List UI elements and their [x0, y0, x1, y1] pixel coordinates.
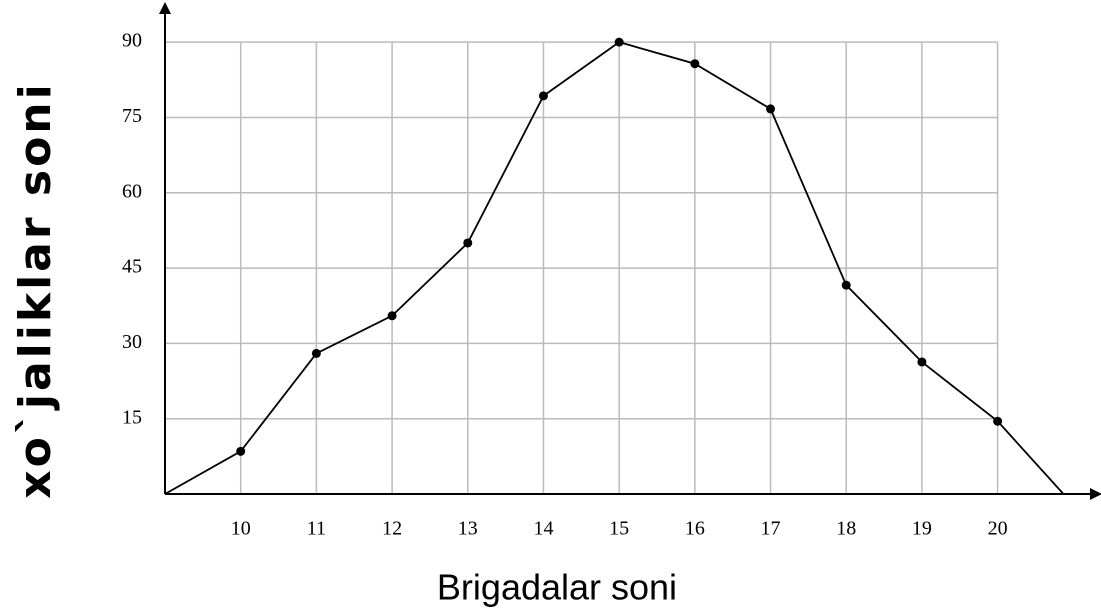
x-tick-label: 11 — [307, 518, 326, 540]
x-tick-label: 12 — [382, 518, 402, 540]
y-tick-label: 15 — [122, 406, 142, 428]
point — [766, 104, 776, 114]
x-tick-label: 15 — [609, 518, 629, 540]
x-axis-label: Brigadalar soni — [437, 567, 677, 608]
x-tick-label: 13 — [458, 518, 478, 540]
y-axis-label: xo`jaliklar soni — [10, 81, 61, 498]
point — [387, 311, 397, 321]
point — [236, 446, 246, 456]
x-tick-label: 10 — [231, 518, 251, 540]
y-tick-label: 45 — [122, 256, 142, 278]
y-tick-label: 75 — [122, 105, 142, 127]
x-tick-label: 14 — [533, 518, 553, 540]
point — [538, 91, 548, 101]
point — [614, 37, 624, 47]
point — [463, 238, 473, 248]
point — [993, 416, 1003, 426]
y-tick-label: 90 — [122, 30, 142, 52]
point — [841, 280, 851, 290]
point — [917, 357, 927, 367]
x-tick-label: 19 — [912, 518, 932, 540]
x-tick-label: 20 — [988, 518, 1008, 540]
x-tick-label: 17 — [761, 518, 781, 540]
x-tick-label: 16 — [685, 518, 705, 540]
y-tick-label: 30 — [122, 331, 142, 353]
x-tick-label: 18 — [836, 518, 856, 540]
y-tick-label: 60 — [122, 180, 142, 202]
point — [690, 59, 700, 69]
point — [311, 348, 321, 358]
